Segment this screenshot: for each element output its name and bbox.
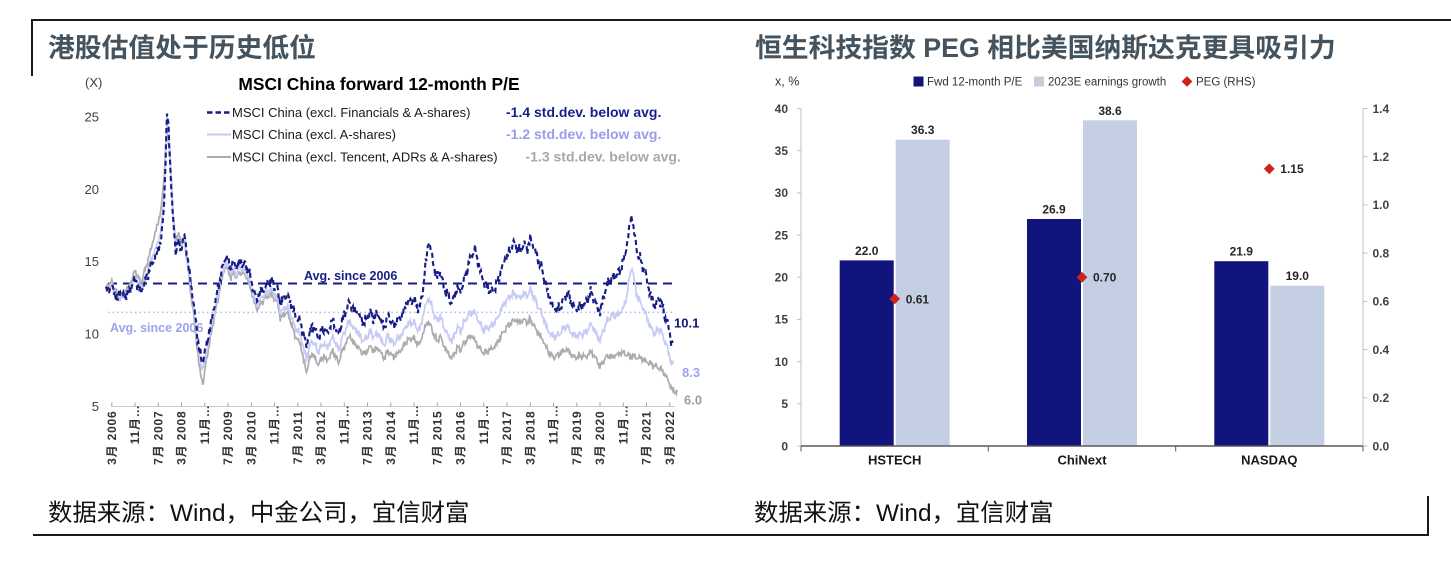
svg-text:0: 0 xyxy=(781,439,788,453)
svg-text:10: 10 xyxy=(85,327,99,342)
svg-text:21.9: 21.9 xyxy=(1230,245,1254,259)
svg-text:3月 2006: 3月 2006 xyxy=(105,411,119,465)
svg-text:Avg. since 2006: Avg. since 2006 xyxy=(304,269,397,283)
svg-text:NASDAQ: NASDAQ xyxy=(1241,453,1297,468)
svg-text:10: 10 xyxy=(775,355,789,369)
svg-text:1.2: 1.2 xyxy=(1373,150,1390,164)
svg-text:7月 2021: 7月 2021 xyxy=(640,411,654,465)
svg-text:0.70: 0.70 xyxy=(1093,271,1117,285)
svg-text:6.0: 6.0 xyxy=(684,393,702,408)
svg-text:MSCI China forward 12-month P/: MSCI China forward 12-month P/E xyxy=(238,74,519,94)
svg-text:2023E earnings growth: 2023E earnings growth xyxy=(1048,77,1166,89)
svg-text:15: 15 xyxy=(85,254,99,269)
svg-text:7月 2019: 7月 2019 xyxy=(570,411,584,465)
svg-text:3月 2018: 3月 2018 xyxy=(524,411,538,465)
svg-text:-1.4 std.dev. below avg.: -1.4 std.dev. below avg. xyxy=(506,104,661,120)
svg-text:-1.2 std.dev. below avg.: -1.2 std.dev. below avg. xyxy=(506,126,661,142)
svg-text:7月 2015: 7月 2015 xyxy=(431,411,445,465)
svg-text:7月 2013: 7月 2013 xyxy=(361,411,375,465)
svg-text:0.8: 0.8 xyxy=(1373,246,1390,260)
svg-text:1.4: 1.4 xyxy=(1373,102,1390,116)
svg-text:MSCI China (excl. A-shares): MSCI China (excl. A-shares) xyxy=(232,127,396,142)
svg-text:(X): (X) xyxy=(85,75,102,90)
svg-text:19.0: 19.0 xyxy=(1286,269,1310,283)
svg-text:40: 40 xyxy=(775,102,789,116)
svg-text:36.3: 36.3 xyxy=(911,123,935,137)
svg-text:0.6: 0.6 xyxy=(1373,295,1390,309)
svg-text:3月 2012: 3月 2012 xyxy=(314,411,328,465)
svg-text:11月…: 11月… xyxy=(477,405,491,445)
svg-text:PEG (RHS): PEG (RHS) xyxy=(1196,77,1256,89)
svg-text:0.4: 0.4 xyxy=(1373,343,1390,357)
svg-text:3月 2008: 3月 2008 xyxy=(175,411,189,465)
svg-text:11月…: 11月… xyxy=(407,405,421,445)
svg-text:7月 2009: 7月 2009 xyxy=(221,411,235,465)
svg-text:7月 2007: 7月 2007 xyxy=(152,411,166,465)
svg-text:3月 2016: 3月 2016 xyxy=(454,411,468,465)
svg-text:25: 25 xyxy=(85,110,99,125)
svg-text:11月…: 11月… xyxy=(198,405,212,445)
svg-text:x, %: x, % xyxy=(775,75,799,89)
svg-text:11月…: 11月… xyxy=(547,405,561,445)
svg-text:0.2: 0.2 xyxy=(1373,391,1390,405)
svg-text:Avg. since 2006: Avg. since 2006 xyxy=(110,321,203,335)
svg-text:26.9: 26.9 xyxy=(1042,203,1066,217)
svg-text:10.1: 10.1 xyxy=(674,316,699,331)
svg-text:1.15: 1.15 xyxy=(1280,162,1304,176)
svg-text:0.0: 0.0 xyxy=(1373,439,1390,453)
svg-text:MSCI China (excl. Financials &: MSCI China (excl. Financials & A-shares) xyxy=(232,105,470,120)
svg-text:5: 5 xyxy=(781,397,788,411)
svg-text:8.3: 8.3 xyxy=(682,365,700,380)
svg-text:3月 2020: 3月 2020 xyxy=(593,411,607,465)
svg-text:11月…: 11月… xyxy=(338,405,352,445)
svg-text:-1.3 std.dev. below avg.: -1.3 std.dev. below avg. xyxy=(526,149,681,165)
svg-text:ChiNext: ChiNext xyxy=(1057,453,1107,468)
svg-text:0.61: 0.61 xyxy=(906,292,930,306)
svg-text:3月 2014: 3月 2014 xyxy=(384,411,398,465)
svg-text:3月 2010: 3月 2010 xyxy=(245,411,259,465)
svg-text:20: 20 xyxy=(775,271,789,285)
svg-text:38.6: 38.6 xyxy=(1098,104,1122,118)
svg-text:Fwd 12-month P/E: Fwd 12-month P/E xyxy=(927,77,1023,89)
svg-text:7月 2017: 7月 2017 xyxy=(500,411,514,465)
svg-text:11月…: 11月… xyxy=(128,405,142,445)
svg-text:25: 25 xyxy=(775,228,789,242)
svg-text:7月 2011: 7月 2011 xyxy=(291,411,305,465)
svg-text:1.0: 1.0 xyxy=(1373,198,1390,212)
svg-text:20: 20 xyxy=(85,182,99,197)
svg-text:22.0: 22.0 xyxy=(855,244,879,258)
svg-text:MSCI China (excl. Tencent, ADR: MSCI China (excl. Tencent, ADRs & A-shar… xyxy=(232,150,498,165)
svg-text:35: 35 xyxy=(775,144,789,158)
svg-text:30: 30 xyxy=(775,186,789,200)
svg-text:11月…: 11月… xyxy=(268,405,282,445)
svg-text:11月…: 11月… xyxy=(617,405,631,445)
svg-text:5: 5 xyxy=(92,399,99,414)
svg-text:HSTECH: HSTECH xyxy=(868,453,921,468)
svg-text:15: 15 xyxy=(775,313,789,327)
svg-text:3月 2022: 3月 2022 xyxy=(663,411,677,465)
